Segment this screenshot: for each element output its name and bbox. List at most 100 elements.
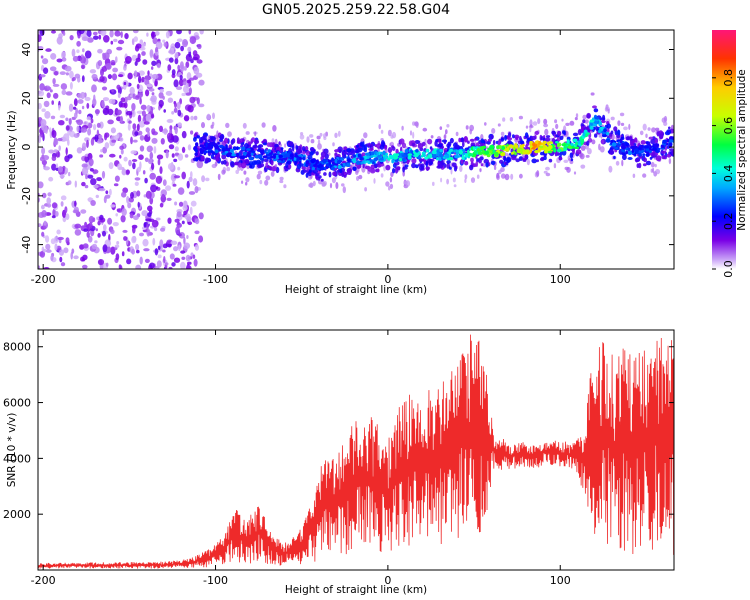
- noise-blob: [110, 229, 115, 235]
- noise-blob: [50, 255, 54, 261]
- noise-blob: [94, 134, 99, 142]
- halo-blob: [299, 134, 305, 140]
- ridge-blob: [625, 150, 628, 155]
- noise-blob: [63, 247, 69, 254]
- ridge-blob: [373, 157, 378, 162]
- band-blob: [315, 151, 319, 156]
- ridge-blob: [448, 149, 453, 152]
- ridge-blob: [473, 150, 478, 154]
- noise-blob: [174, 201, 178, 206]
- noise-blob: [147, 212, 152, 218]
- halo-blob: [587, 148, 592, 155]
- noise-blob: [53, 149, 58, 153]
- ridge-blob: [331, 166, 335, 171]
- band-blob: [572, 148, 575, 155]
- ridge-blob: [236, 146, 239, 151]
- band-blob: [609, 149, 615, 155]
- halo-blob: [545, 166, 550, 171]
- noise-blob: [127, 72, 133, 80]
- noise-blob: [139, 256, 143, 265]
- noise-blob: [76, 40, 81, 47]
- noise-blob: [43, 67, 49, 74]
- band-blob: [545, 137, 551, 142]
- noise-blob: [94, 240, 98, 244]
- noise-blob: [111, 139, 117, 143]
- noise-blob: [40, 119, 47, 127]
- halo-blob: [309, 134, 314, 138]
- noise-blob: [117, 163, 122, 171]
- noise-blob: [197, 43, 202, 50]
- noise-blob: [187, 46, 192, 53]
- ridge-blob: [480, 146, 484, 151]
- noise-blob: [120, 149, 124, 155]
- noise-blob: [180, 261, 186, 269]
- noise-blob: [57, 236, 64, 241]
- ridge-blob: [266, 154, 271, 157]
- band-blob: [634, 158, 640, 163]
- noise-blob: [102, 146, 107, 154]
- ridge-blob: [231, 153, 237, 157]
- halo-blob: [563, 159, 569, 163]
- halo-blob: [335, 182, 339, 189]
- noise-blob: [170, 240, 178, 245]
- noise-blob: [119, 145, 125, 150]
- noise-blob: [44, 111, 51, 119]
- noise-blob: [99, 214, 104, 221]
- ridge-blob: [298, 154, 303, 157]
- noise-blob: [183, 210, 187, 216]
- noise-blob: [162, 243, 168, 249]
- ridge-blob: [529, 140, 534, 145]
- noise-blob: [72, 55, 79, 62]
- band-blob: [320, 178, 324, 182]
- ridge-blob: [289, 153, 294, 158]
- noise-blob: [90, 200, 96, 206]
- noise-blob: [134, 131, 139, 137]
- band-blob: [524, 154, 529, 159]
- noise-blob: [183, 200, 188, 209]
- noise-blob: [108, 98, 116, 104]
- band-blob: [195, 156, 199, 162]
- noise-blob: [87, 37, 94, 43]
- spectrogram-marks: [38, 30, 674, 269]
- noise-blob: [74, 223, 82, 229]
- ridge-blob: [464, 153, 468, 158]
- halo-blob: [504, 173, 510, 181]
- noise-blob: [145, 114, 152, 123]
- noise-blob: [162, 39, 166, 43]
- noise-blob: [188, 176, 193, 183]
- noise-blob: [145, 218, 152, 222]
- noise-blob: [154, 248, 159, 256]
- noise-blob: [188, 191, 196, 195]
- noise-blob: [68, 118, 72, 125]
- noise-blob: [122, 229, 128, 233]
- noise-blob: [174, 126, 178, 135]
- noise-blob: [177, 109, 182, 117]
- halo-blob: [211, 121, 215, 127]
- ridge-blob: [357, 153, 362, 158]
- ridge-blob: [353, 154, 356, 158]
- noise-blob: [57, 137, 63, 142]
- noise-blob: [158, 99, 164, 107]
- halo-blob: [580, 164, 586, 169]
- halo-blob: [510, 173, 514, 180]
- noise-blob: [144, 79, 150, 85]
- ridge-blob: [640, 150, 645, 153]
- ridge-blob: [492, 149, 496, 153]
- noise-blob: [75, 119, 81, 123]
- noise-blob: [192, 178, 198, 187]
- ridge-blob: [296, 157, 300, 162]
- spectrogram-xlabel: Height of straight line (km): [285, 284, 427, 296]
- noise-blob: [144, 75, 151, 81]
- band-blob: [355, 148, 360, 154]
- noise-blob: [116, 84, 121, 90]
- noise-blob: [52, 83, 60, 87]
- noise-blob: [73, 106, 77, 110]
- halo-blob: [409, 130, 413, 136]
- noise-blob: [84, 156, 88, 162]
- ridge-blob: [370, 151, 375, 156]
- noise-blob: [58, 145, 61, 151]
- band-blob: [374, 164, 378, 169]
- noise-blob: [177, 64, 181, 71]
- ridge-blob: [215, 145, 220, 150]
- noise-blob: [115, 56, 118, 63]
